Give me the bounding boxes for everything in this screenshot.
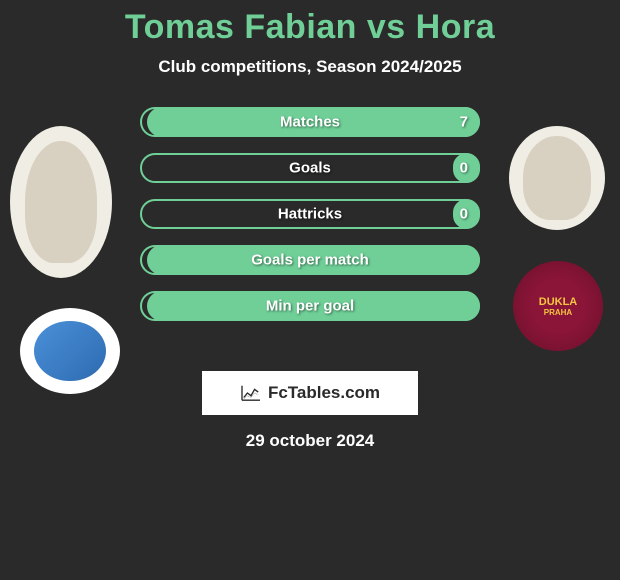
stat-label: Min per goal xyxy=(266,298,354,315)
club-right-text-bottom: PRAHA xyxy=(544,308,572,317)
page-subtitle: Club competitions, Season 2024/2025 xyxy=(0,57,620,77)
club-logo-right-inner: DUKLA PRAHA xyxy=(513,261,603,351)
stat-row-goals: Goals 0 xyxy=(140,153,480,183)
stat-value-right: 0 xyxy=(460,160,468,177)
player-photo-right xyxy=(509,126,605,230)
stat-label: Goals xyxy=(289,160,331,177)
club-logo-left-inner xyxy=(30,317,110,386)
player-silhouette-right xyxy=(523,136,590,219)
stat-label: Hattricks xyxy=(278,206,342,223)
fctables-box: FcTables.com xyxy=(202,371,418,415)
stat-row-goals-per-match: Goals per match xyxy=(140,245,480,275)
club-logo-left xyxy=(20,308,120,394)
club-right-text-top: DUKLA xyxy=(539,296,578,308)
player-silhouette-left xyxy=(25,141,96,263)
stat-label: Matches xyxy=(280,114,340,131)
stat-value-right: 7 xyxy=(460,114,468,131)
fctables-label: FcTables.com xyxy=(268,383,380,403)
player-photo-left xyxy=(10,126,112,278)
stat-label: Goals per match xyxy=(251,252,369,269)
club-logo-right: DUKLA PRAHA xyxy=(508,258,608,354)
stat-row-hattricks: Hattricks 0 xyxy=(140,199,480,229)
stats-area: Matches 7 Goals 0 Hattricks 0 Goals per … xyxy=(140,107,480,321)
stat-value-right: 0 xyxy=(460,206,468,223)
stat-row-min-per-goal: Min per goal xyxy=(140,291,480,321)
chart-icon xyxy=(240,384,262,402)
stat-row-matches: Matches 7 xyxy=(140,107,480,137)
date-line: 29 october 2024 xyxy=(0,431,620,451)
page-title: Tomas Fabian vs Hora xyxy=(0,8,620,47)
